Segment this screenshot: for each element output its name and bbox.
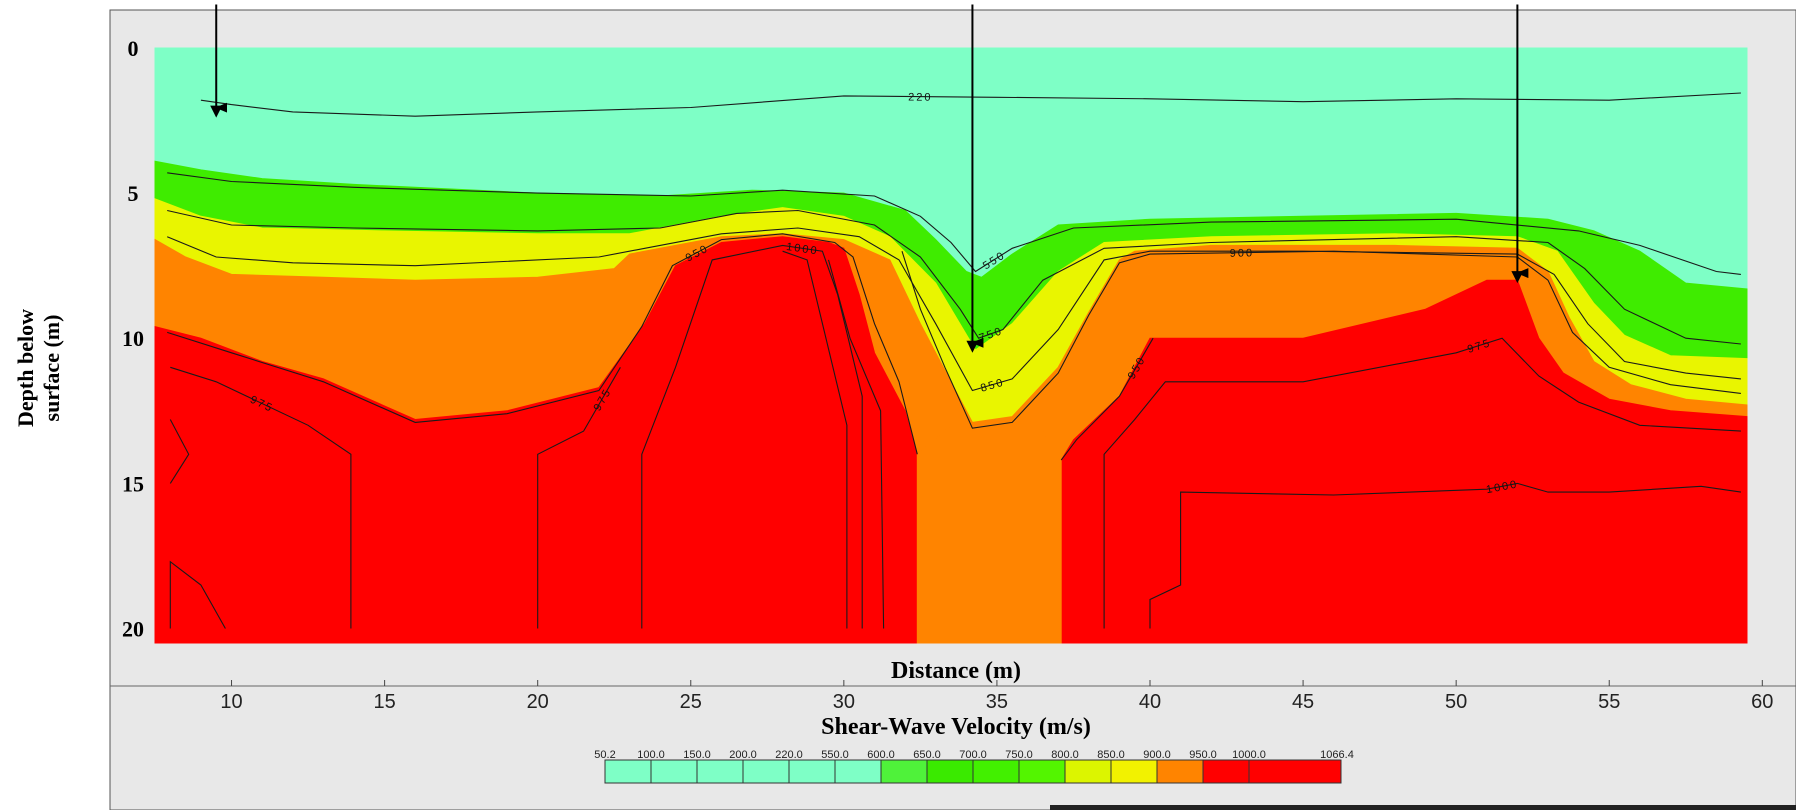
colorbar-label: 220.0	[775, 749, 803, 761]
colorbar-label: 1066.4	[1320, 749, 1354, 761]
x-axis-title: Distance (m)	[891, 658, 1021, 684]
contour-label: 900	[1230, 247, 1255, 259]
colorbar-label: 1000.0	[1232, 749, 1266, 761]
y-tick-label: 0	[128, 36, 139, 61]
contour-line	[167, 233, 918, 455]
contour-line	[167, 172, 1741, 275]
colorbar-label: 800.0	[1051, 749, 1079, 761]
colorbar-swatch	[1018, 759, 1066, 784]
y-tick-label: 5	[128, 181, 139, 206]
x-tick-label: 50	[1445, 691, 1467, 713]
annotation-arrowhead	[1511, 271, 1524, 284]
colorbar-label: 550.0	[821, 749, 849, 761]
colorbar-swatch	[1110, 759, 1158, 784]
contour-label: 220	[908, 92, 932, 104]
x-tick-label: 60	[1751, 691, 1773, 713]
colorbar-swatch	[880, 759, 928, 784]
colorbar-swatch	[926, 759, 974, 784]
contour-line	[641, 244, 863, 629]
colorbar-swatch	[1064, 759, 1112, 784]
colorbar-swatch	[972, 759, 1020, 784]
colorbar-label: 50.2	[594, 749, 615, 761]
colorbar-swatch	[1248, 759, 1342, 784]
annotation-arrowhead	[966, 340, 979, 353]
x-tick-label: 20	[527, 691, 549, 713]
contour-label: 1000	[785, 241, 819, 258]
contour-line	[1103, 337, 1741, 629]
colorbar: 50.2 100.0 150.0 200.0 220.0 550.0 600.0 650.0 7…	[594, 749, 1354, 784]
y-tick-label: 10	[122, 326, 144, 351]
velocity-region-900	[916, 424, 1062, 644]
frame-edge	[1050, 805, 1796, 810]
x-tick-label: 35	[986, 691, 1008, 713]
contour-plot	[154, 47, 1748, 644]
x-tick-label: 40	[1139, 691, 1161, 713]
colorbar-label: 200.0	[729, 749, 757, 761]
contour-line	[166, 227, 1741, 392]
contour-line	[169, 419, 190, 484]
colorbar-label: 850.0	[1097, 749, 1125, 761]
x-tick-label: 30	[833, 691, 855, 713]
colorbar-swatch	[604, 759, 652, 784]
colorbar-swatch	[1156, 759, 1204, 784]
contour-line	[537, 367, 621, 629]
y-axis-title: Depth belowsurface (m)	[13, 309, 64, 427]
x-tick-label: 45	[1292, 691, 1314, 713]
colorbar-title: Shear-Wave Velocity (m/s)	[821, 714, 1091, 740]
axes: 0 5 10 15 20 10 15 20 25 30 35 40 45 50 55 60	[122, 36, 1773, 713]
colorbar-swatch	[834, 759, 882, 784]
colorbar-swatch	[696, 759, 744, 784]
colorbar-label: 950.0	[1189, 749, 1217, 761]
colorbar-swatch	[1202, 759, 1250, 784]
colorbar-label: 650.0	[913, 749, 941, 761]
contour-line	[200, 92, 1741, 117]
colorbar-label: 700.0	[959, 749, 987, 761]
x-tick-label: 10	[220, 691, 242, 713]
y-tick-label: 20	[122, 616, 144, 641]
colorbar-label: 100.0	[637, 749, 665, 761]
x-tick-label: 15	[373, 691, 395, 713]
contour-label: 1000	[1485, 478, 1519, 496]
colorbar-label: 900.0	[1143, 749, 1171, 761]
x-tick-label: 55	[1598, 691, 1620, 713]
contour-line	[170, 366, 352, 629]
arrows	[210, 4, 1529, 353]
colorbar-label: 150.0	[683, 749, 711, 761]
contour-line	[901, 250, 1741, 429]
contour-line	[827, 259, 885, 629]
contour-line	[169, 560, 226, 629]
colorbar-swatch	[742, 759, 790, 784]
colorbar-swatch	[650, 759, 698, 784]
contour-line	[782, 250, 848, 629]
x-tick-label: 25	[680, 691, 702, 713]
colorbar-label: 750.0	[1005, 749, 1033, 761]
contour-line	[1060, 337, 1154, 461]
annotation-arrowhead	[210, 105, 223, 118]
colorbar-label: 600.0	[867, 749, 895, 761]
y-tick-label: 15	[122, 471, 144, 496]
contour-line	[1149, 482, 1741, 629]
colorbar-swatch	[788, 759, 836, 784]
